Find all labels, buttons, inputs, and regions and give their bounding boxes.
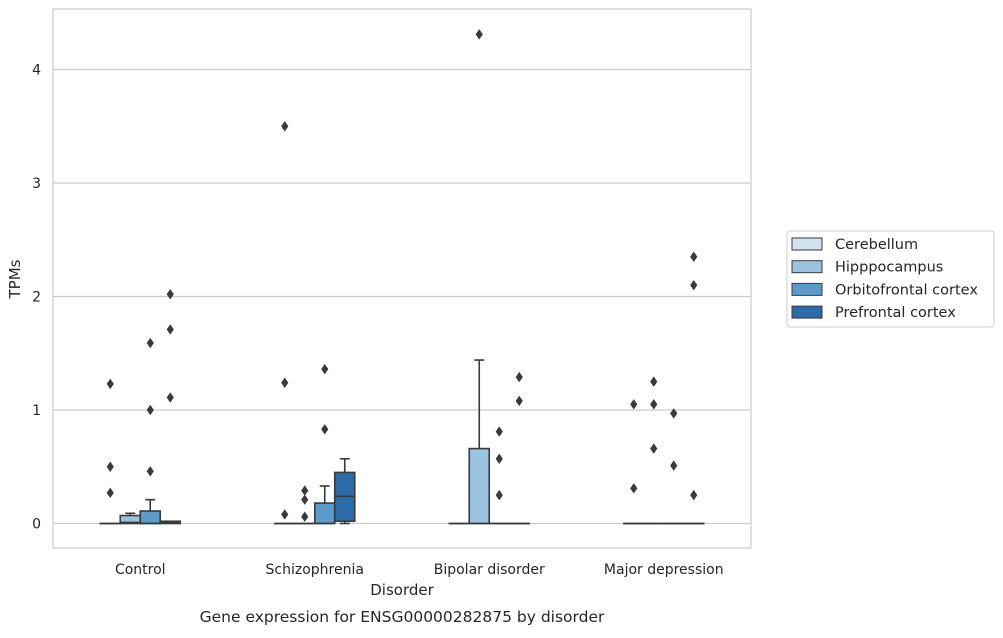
box bbox=[140, 511, 160, 523]
y-tick-label: 3 bbox=[32, 176, 41, 192]
box-plot bbox=[624, 399, 644, 523]
x-axis-ticks: Control Schizophrenia Bipolar disorder Majo… bbox=[115, 562, 724, 578]
legend: Cerebellum Hipppocampus Orbitofrontal cort… bbox=[787, 231, 994, 327]
outlier-point bbox=[650, 443, 657, 453]
box-series bbox=[100, 29, 704, 523]
outlier-point bbox=[670, 460, 677, 470]
plot-frame bbox=[53, 9, 751, 548]
legend-label: Prefrontal cortex bbox=[835, 305, 956, 321]
outlier-point bbox=[281, 121, 288, 131]
outlier-point bbox=[630, 399, 637, 409]
box bbox=[469, 449, 489, 524]
outlier-point bbox=[167, 324, 174, 334]
y-tick-label: 4 bbox=[32, 63, 41, 79]
legend-label: Hipppocampus bbox=[835, 260, 943, 276]
x-tick-label: Major depression bbox=[604, 562, 724, 578]
outlier-point bbox=[301, 485, 308, 495]
series-prefrontal-cortex bbox=[160, 252, 704, 524]
gridlines bbox=[53, 70, 751, 524]
y-axis-label: TPMs bbox=[6, 259, 24, 299]
x-tick-label: Schizophrenia bbox=[266, 562, 364, 578]
outlier-point bbox=[147, 466, 154, 476]
box-plot bbox=[160, 289, 180, 523]
outlier-point bbox=[690, 280, 697, 290]
series-hipppocampus bbox=[120, 29, 664, 523]
outlier-point bbox=[516, 396, 523, 406]
outlier-point bbox=[630, 483, 637, 493]
box-plot bbox=[469, 29, 489, 523]
y-axis-ticks: 0 1 2 3 4 bbox=[32, 63, 41, 533]
y-tick-label: 0 bbox=[32, 517, 41, 533]
legend-swatch bbox=[792, 238, 822, 250]
outlier-point bbox=[147, 338, 154, 348]
outlier-point bbox=[650, 376, 657, 386]
box-plot bbox=[315, 364, 335, 524]
box-plot bbox=[489, 426, 509, 523]
outlier-point bbox=[167, 392, 174, 402]
legend-swatch bbox=[792, 306, 822, 318]
outlier-point bbox=[301, 511, 308, 521]
x-tick-label: Control bbox=[115, 562, 166, 578]
x-tick-label: Bipolar disorder bbox=[434, 562, 545, 578]
outlier-point bbox=[107, 488, 114, 498]
y-tick-label: 2 bbox=[32, 290, 41, 306]
box-plot bbox=[335, 459, 355, 524]
box bbox=[315, 503, 335, 523]
legend-label: Orbitofrontal cortex bbox=[835, 282, 978, 298]
outlier-point bbox=[650, 399, 657, 409]
series-orbitofrontal-cortex bbox=[140, 338, 684, 524]
box-plot bbox=[275, 121, 295, 523]
outlier-point bbox=[107, 379, 114, 389]
outlier-point bbox=[476, 29, 483, 39]
outlier-point bbox=[107, 462, 114, 472]
outlier-point bbox=[690, 252, 697, 262]
outlier-point bbox=[321, 424, 328, 434]
box-plot bbox=[509, 372, 529, 524]
box-plot bbox=[100, 379, 120, 524]
box-plot bbox=[120, 513, 140, 523]
chart-caption: Gene expression for ENSG00000282875 by d… bbox=[200, 608, 605, 626]
outlier-point bbox=[147, 405, 154, 415]
outlier-point bbox=[516, 372, 523, 382]
outlier-point bbox=[281, 378, 288, 388]
outlier-point bbox=[496, 426, 503, 436]
x-axis-label: Disorder bbox=[370, 581, 434, 599]
outlier-point bbox=[496, 490, 503, 500]
outlier-point bbox=[301, 494, 308, 504]
box-plot bbox=[644, 376, 664, 523]
outlier-point bbox=[281, 509, 288, 519]
box-plot bbox=[295, 485, 315, 523]
outlier-point bbox=[167, 289, 174, 299]
box-plot bbox=[664, 408, 684, 523]
y-tick-label: 1 bbox=[32, 403, 41, 419]
legend-swatch bbox=[792, 261, 822, 273]
box-plot bbox=[140, 338, 160, 524]
series-cerebellum bbox=[100, 121, 644, 523]
box-plot bbox=[684, 252, 704, 524]
legend-swatch bbox=[792, 283, 822, 295]
outlier-point bbox=[321, 364, 328, 374]
outlier-point bbox=[496, 454, 503, 464]
legend-label: Cerebellum bbox=[835, 237, 918, 253]
outlier-point bbox=[690, 490, 697, 500]
